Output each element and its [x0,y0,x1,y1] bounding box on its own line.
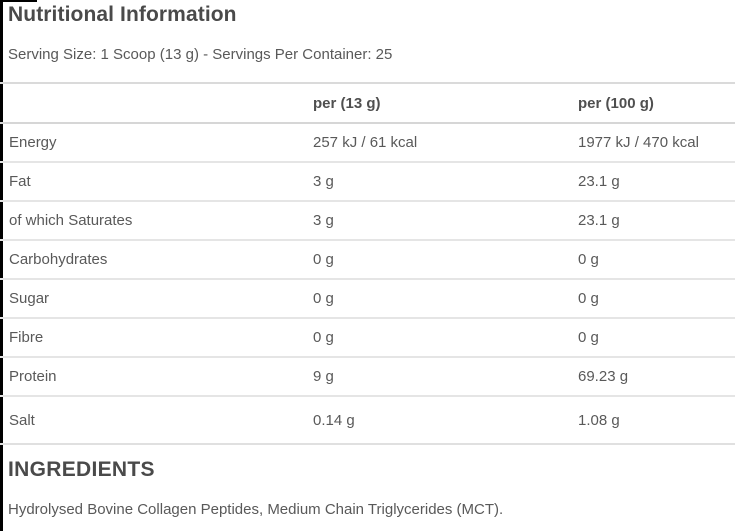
nutrient-label: Fat [9,173,31,190]
per-serving-value: 3 g [313,173,334,190]
per-100g-value: 0 g [578,251,599,268]
per-serving-value: 0 g [313,329,334,346]
per-100g-value: 69.23 g [578,368,629,385]
nutrient-label: Salt [9,411,35,429]
top-edge-line [0,0,37,2]
page-title: Nutritional Information [8,3,237,26]
header-row: per (13 g) per (100 g) [0,83,735,123]
table-row: Salt 0.14 g 1.08 g [0,396,735,444]
table-row: of which Saturates 3 g 23.1 g [0,201,735,240]
table-row: Protein 9 g 69.23 g [0,357,735,396]
per-100g-value: 23.1 g [578,173,620,190]
nutrition-table: per (13 g) per (100 g) Energy 257 kJ / 6… [0,82,735,445]
ingredients-heading: INGREDIENTS [8,458,155,481]
per-100g-value: 1.08 g [578,411,620,429]
nutrient-label: Protein [9,368,57,385]
serving-info: Serving Size: 1 Scoop (13 g) - Servings … [8,46,393,63]
table-row: Sugar 0 g 0 g [0,279,735,318]
per-serving-value: 257 kJ / 61 kcal [313,134,418,151]
table-row: Carbohydrates 0 g 0 g [0,240,735,279]
col-header-per-serving: per (13 g) [313,94,381,112]
col-header-per-100g: per (100 g) [578,94,654,112]
nutrient-label: Sugar [9,290,50,307]
left-edge-line [0,0,3,531]
per-serving-value: 0.14 g [313,411,355,429]
col-header-nutrient [0,83,313,123]
nutrient-label: Energy [9,134,57,151]
per-serving-value: 0 g [313,251,334,268]
nutrient-label: of which Saturates [9,212,133,229]
per-serving-value: 9 g [313,368,334,385]
per-100g-value: 1977 kJ / 470 kcal [578,134,699,151]
table-row: Fat 3 g 23.1 g [0,162,735,201]
per-serving-value: 0 g [313,290,334,307]
per-100g-value: 0 g [578,290,599,307]
table-row: Energy 257 kJ / 61 kcal 1977 kJ / 470 kc… [0,123,735,162]
per-100g-value: 0 g [578,329,599,346]
per-100g-value: 23.1 g [578,212,620,229]
table-row: Fibre 0 g 0 g [0,318,735,357]
nutrition-table-header: per (13 g) per (100 g) [0,83,735,123]
ingredients-text: Hydrolysed Bovine Collagen Peptides, Med… [8,501,504,518]
nutrient-label: Carbohydrates [9,251,108,268]
nutrition-table-body: Energy 257 kJ / 61 kcal 1977 kJ / 470 kc… [0,123,735,444]
per-serving-value: 3 g [313,212,334,229]
nutrient-label: Fibre [9,329,44,346]
